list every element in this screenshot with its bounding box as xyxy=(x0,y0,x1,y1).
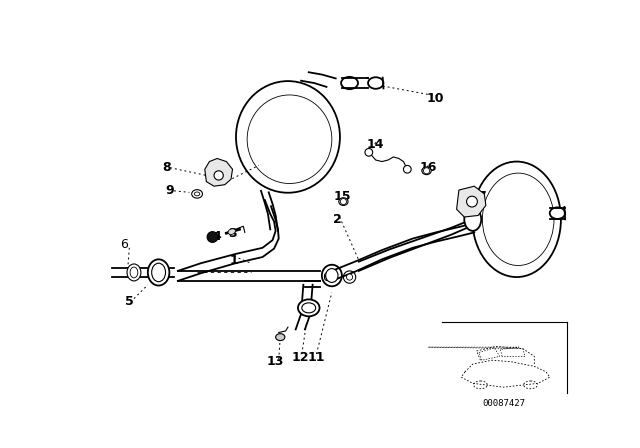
Ellipse shape xyxy=(130,267,138,278)
Text: 00087427: 00087427 xyxy=(483,399,526,408)
Text: 5: 5 xyxy=(125,295,134,308)
Ellipse shape xyxy=(236,81,340,193)
Ellipse shape xyxy=(344,271,356,283)
Ellipse shape xyxy=(152,263,166,282)
Polygon shape xyxy=(456,186,486,217)
Ellipse shape xyxy=(148,259,170,285)
Text: 9: 9 xyxy=(166,184,175,197)
Ellipse shape xyxy=(276,334,285,340)
Text: 10: 10 xyxy=(427,92,445,105)
Ellipse shape xyxy=(127,264,141,281)
Text: 3: 3 xyxy=(228,228,237,241)
Text: 13: 13 xyxy=(267,355,284,368)
Ellipse shape xyxy=(326,269,338,282)
Ellipse shape xyxy=(195,192,200,196)
Ellipse shape xyxy=(302,303,316,313)
Text: 6: 6 xyxy=(120,238,128,251)
Text: 7: 7 xyxy=(477,190,486,202)
Text: 14: 14 xyxy=(367,138,385,151)
Circle shape xyxy=(365,148,372,156)
Text: 4: 4 xyxy=(212,230,221,243)
Text: 11: 11 xyxy=(308,351,325,364)
Text: 2: 2 xyxy=(333,213,342,226)
Circle shape xyxy=(340,198,346,205)
Circle shape xyxy=(403,165,411,173)
Text: 15: 15 xyxy=(333,190,351,202)
Ellipse shape xyxy=(322,265,342,286)
Ellipse shape xyxy=(228,229,236,234)
Polygon shape xyxy=(205,159,232,186)
Ellipse shape xyxy=(464,208,481,231)
Ellipse shape xyxy=(339,198,348,206)
Ellipse shape xyxy=(341,77,358,89)
Circle shape xyxy=(467,196,477,207)
Circle shape xyxy=(424,168,429,174)
Text: 12: 12 xyxy=(292,351,309,364)
Ellipse shape xyxy=(368,77,383,89)
Circle shape xyxy=(214,171,223,180)
Ellipse shape xyxy=(192,190,202,198)
Ellipse shape xyxy=(422,167,431,175)
Text: 16: 16 xyxy=(419,161,436,174)
Ellipse shape xyxy=(550,207,565,219)
Text: 6: 6 xyxy=(323,271,330,284)
Text: 8: 8 xyxy=(162,161,171,174)
Ellipse shape xyxy=(472,162,561,277)
Text: 1: 1 xyxy=(230,254,239,267)
Circle shape xyxy=(207,232,218,242)
Ellipse shape xyxy=(298,299,319,316)
Ellipse shape xyxy=(346,274,353,280)
